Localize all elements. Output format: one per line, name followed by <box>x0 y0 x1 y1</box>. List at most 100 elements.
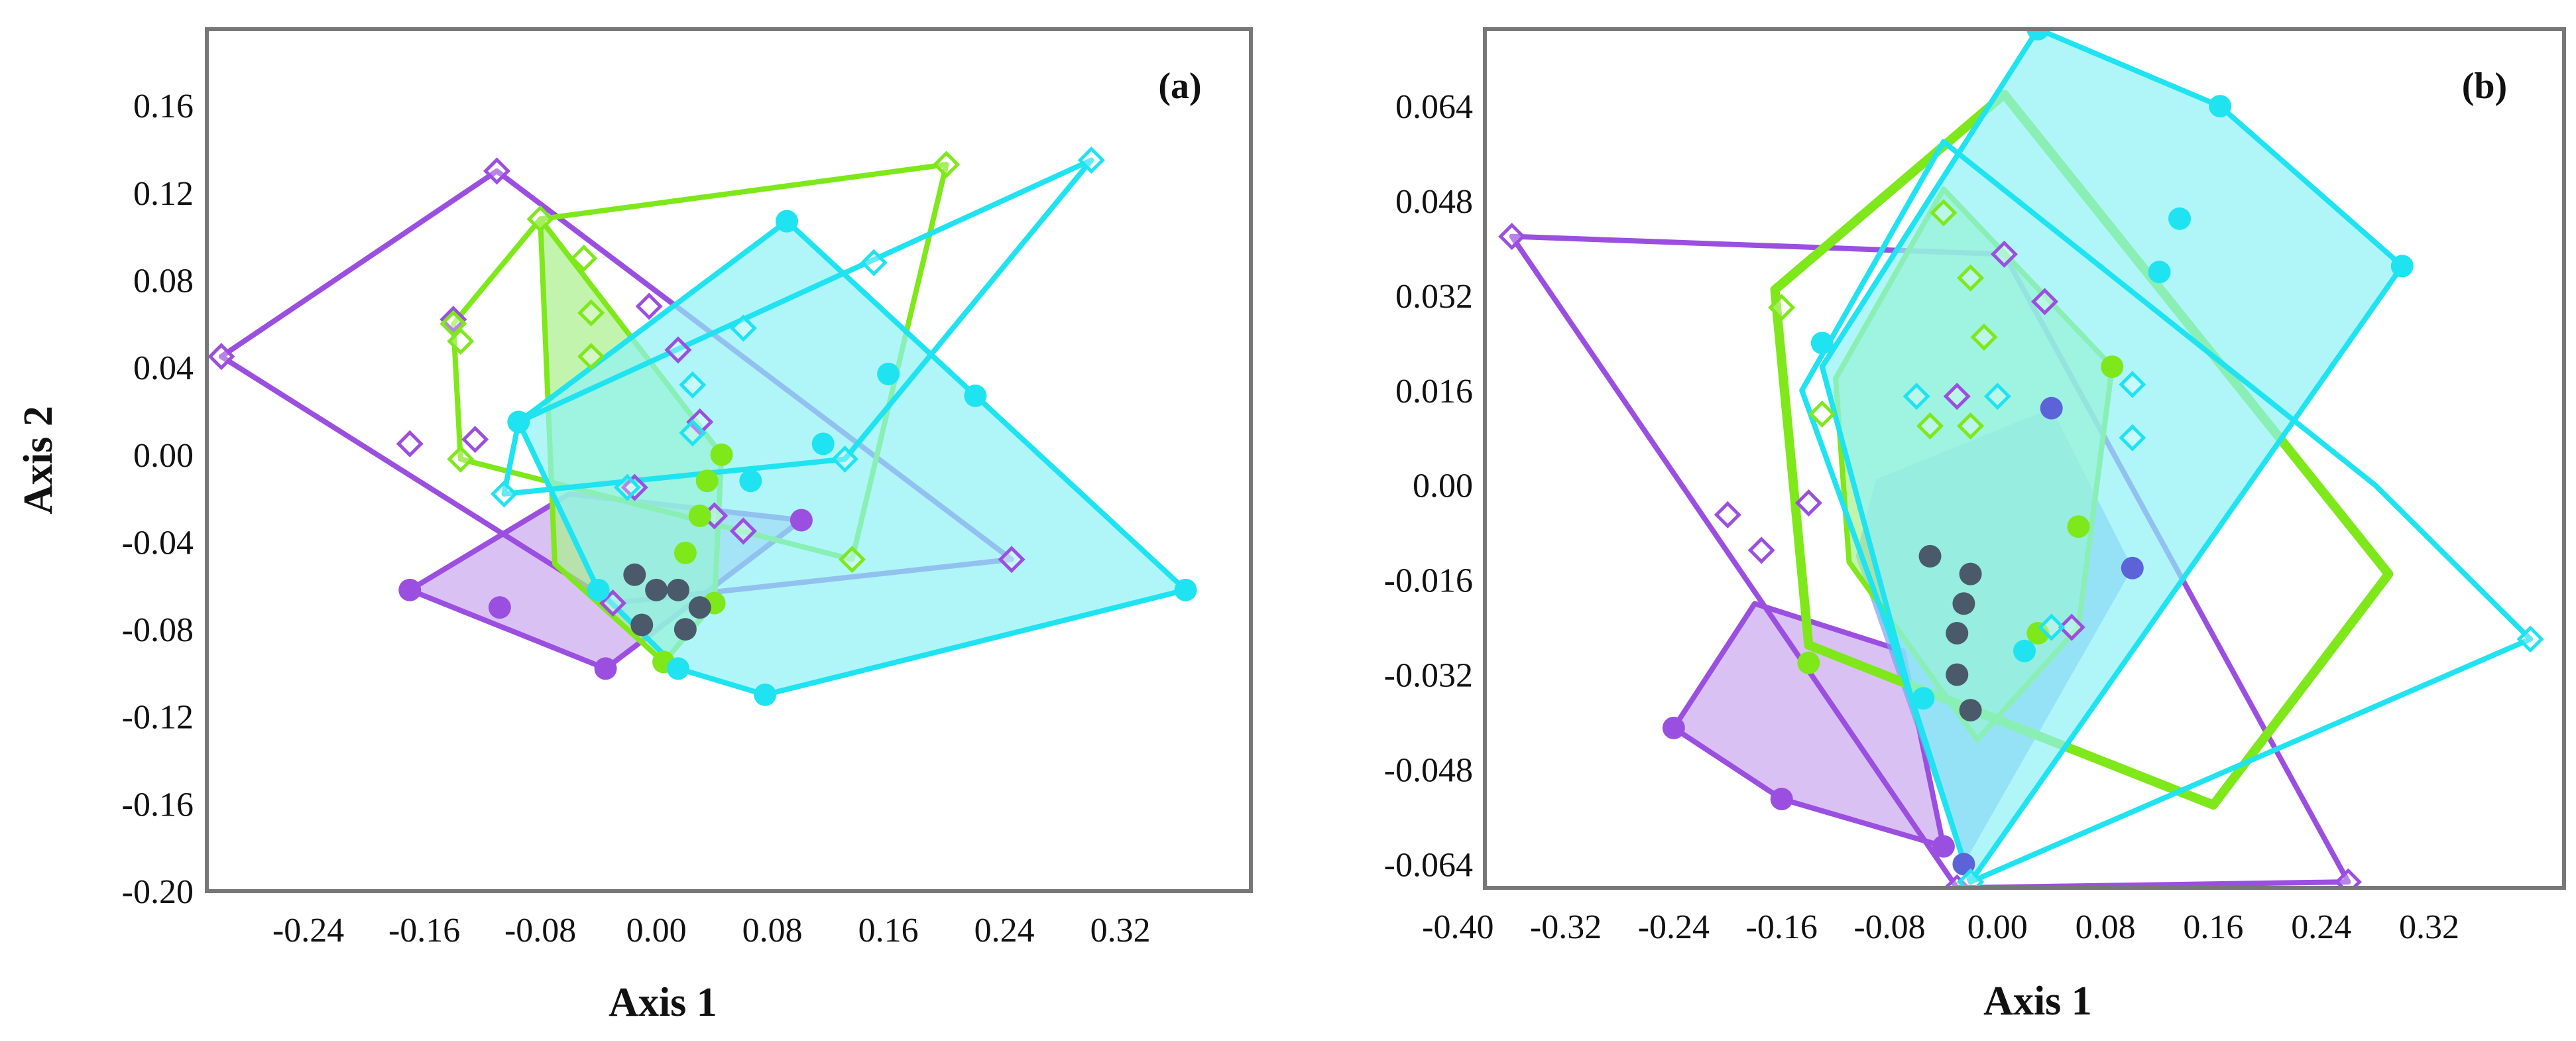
point-b-5-2 <box>2390 255 2414 278</box>
y-tick-label-b-6: 0.032 <box>1395 278 1473 316</box>
y-tick-label-b-4: 0.00 <box>1413 467 1473 505</box>
point-b-4-1 <box>1957 264 1985 292</box>
marks-b <box>1498 29 2544 888</box>
y-tick-label-b-5: 0.016 <box>1395 373 1473 410</box>
point-a-0-0 <box>398 578 422 601</box>
y-tick-label-a-2: -0.12 <box>122 699 194 737</box>
point-b-6-1 <box>1957 868 1985 888</box>
point-a-5-5 <box>679 371 707 398</box>
point-a-4-3 <box>754 683 777 706</box>
y-tick-label-b-0: -0.064 <box>1384 846 1473 884</box>
x-tick-label-b-9: 0.32 <box>2399 908 2459 946</box>
point-b-1-1 <box>1990 240 2019 268</box>
x-tick-label-a-7: 0.32 <box>1090 912 1151 949</box>
point-a-1-12 <box>729 517 757 545</box>
point-a-0-2 <box>594 657 617 680</box>
point-a-1-4 <box>396 430 424 458</box>
x-tick-label-a-6: 0.24 <box>974 912 1035 949</box>
point-b-5-1 <box>2209 95 2232 118</box>
point-a-5-1 <box>831 445 859 473</box>
point-a-1-1 <box>483 157 511 185</box>
point-b-4-5 <box>1808 400 1836 428</box>
point-b-6-2 <box>2119 371 2146 398</box>
point-a-4-0 <box>507 410 530 434</box>
point-b-2-1 <box>2121 556 2144 580</box>
point-a-0-3 <box>790 509 813 532</box>
y-tick-label-a-0: -0.20 <box>122 873 194 911</box>
y-tick-label-a-7: 0.08 <box>133 262 194 300</box>
point-b-3-0 <box>2101 355 2124 379</box>
point-a-4-1 <box>776 210 798 233</box>
point-b-5-3 <box>2168 207 2192 230</box>
point-b-7-4 <box>1959 699 1982 722</box>
x-tick-label-b-4: -0.08 <box>1853 908 1925 946</box>
point-a-5-7 <box>613 473 641 501</box>
point-a-3-3 <box>447 445 475 473</box>
point-a-0-1 <box>488 596 511 619</box>
point-a-1-2 <box>998 546 1025 574</box>
point-b-1-5 <box>1747 536 1775 564</box>
x-ticks-b: -0.40 -0.32 -0.24 -0.16 -0.08 0.00 0.08 0.16 0.2… <box>1422 908 2459 946</box>
point-b-4-4 <box>1916 412 1944 440</box>
point-a-6-4 <box>673 618 697 641</box>
point-a-3-0 <box>526 205 554 233</box>
point-a-5-0 <box>1077 146 1105 174</box>
y-ticks-a: -0.20 -0.16 -0.12 -0.08 -0.04 0.00 0.04 0.08 0.1… <box>122 88 194 911</box>
point-a-5-6 <box>679 419 707 447</box>
y-tick-label-b-2: -0.032 <box>1384 656 1473 694</box>
point-a-4-7 <box>877 363 900 385</box>
point-b-3-3 <box>1797 651 1820 674</box>
panel-label-b: (b) <box>2462 66 2507 107</box>
point-b-1-9 <box>2058 613 2085 641</box>
point-b-2-0 <box>2040 397 2063 420</box>
point-b-4-2 <box>1970 323 1998 351</box>
y-tick-label-b-1: -0.048 <box>1384 751 1473 789</box>
point-b-1-4 <box>1714 501 1741 528</box>
x-tick-label-a-0: -0.24 <box>272 912 344 949</box>
point-b-4-6 <box>1768 294 1796 322</box>
point-a-4-8 <box>811 432 835 456</box>
plot-area-a <box>207 146 1197 706</box>
point-a-4-4 <box>666 657 689 680</box>
point-a-1-7 <box>664 336 692 364</box>
point-a-1-8 <box>635 292 663 320</box>
y-tick-label-a-3: -0.08 <box>122 611 194 649</box>
point-b-5-5 <box>1810 332 1834 355</box>
point-a-1-9 <box>686 408 714 436</box>
x-tick-label-b-1: -0.32 <box>1530 908 1602 946</box>
x-ticks-a: -0.24 -0.16 -0.08 0.00 0.08 0.16 0.24 0.32 <box>272 912 1151 949</box>
point-a-3-2 <box>838 546 866 574</box>
point-a-1-0 <box>207 343 235 371</box>
panel-b: -0.40 -0.32 -0.24 -0.16 -0.08 0.00 0.08 0.16 0.2… <box>1384 27 2566 1024</box>
plot-frame-b <box>1483 27 2566 890</box>
point-b-0-2 <box>1932 835 1955 858</box>
point-a-1-10 <box>620 473 648 501</box>
point-b-7-1 <box>1952 592 1975 615</box>
point-a-1-5 <box>461 426 489 454</box>
y-tick-label-b-8: 0.064 <box>1395 88 1473 126</box>
y-tick-label-a-4: -0.04 <box>122 524 194 562</box>
point-b-7-5 <box>1918 544 1942 568</box>
y-tick-label-a-6: 0.04 <box>133 349 194 387</box>
point-b-3-2 <box>2026 621 2050 644</box>
point-b-7-0 <box>1959 562 1982 585</box>
x-tick-label-a-5: 0.16 <box>858 912 919 949</box>
x-tick-label-a-4: 0.08 <box>742 912 803 949</box>
point-b-4-3 <box>1957 412 1985 440</box>
point-b-5-4 <box>2148 261 2171 284</box>
x-tick-label-b-5: 0.00 <box>1967 908 2028 946</box>
point-b-6-4 <box>2038 613 2066 641</box>
point-a-6-5 <box>688 596 711 619</box>
hull-b-6 <box>1799 139 2534 885</box>
point-a-6-2 <box>666 578 689 601</box>
x-axis-title-b: Axis 1 <box>1983 979 2092 1024</box>
x-tick-label-b-2: -0.24 <box>1638 908 1710 946</box>
point-a-1-6 <box>439 306 467 334</box>
point-b-1-6 <box>1794 489 1822 517</box>
y-ticks-b: -0.064 -0.048 -0.032 -0.016 0.00 0.016 0.032 0.… <box>1384 88 1473 884</box>
point-b-5-7 <box>1912 687 1935 710</box>
point-b-4-0 <box>1930 199 1958 227</box>
point-a-5-4 <box>729 314 757 342</box>
y-tick-label-a-8: 0.12 <box>133 175 194 213</box>
x-tick-label-b-3: -0.16 <box>1746 908 1818 946</box>
